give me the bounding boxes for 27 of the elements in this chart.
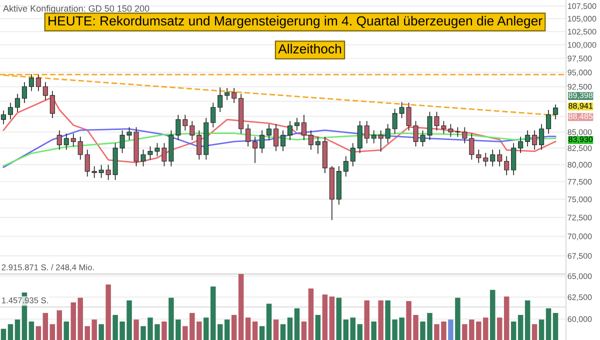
ref-line-label: 1.457.935 S. bbox=[2, 297, 48, 304]
y-tick-label: 105,000 bbox=[568, 16, 596, 23]
y-tick-label: 100,000 bbox=[568, 42, 596, 49]
y-tick-label: 62,500 bbox=[568, 294, 592, 302]
y-tick-label: 72,500 bbox=[568, 214, 592, 222]
y-tick-label: 97,500 bbox=[568, 56, 592, 62]
y-tick-label: 75,000 bbox=[568, 196, 592, 204]
y-tick-label: 67,500 bbox=[568, 253, 592, 260]
annotation: Allzeithoch bbox=[278, 44, 342, 54]
text: 89,398 bbox=[568, 92, 593, 100]
y-tick-label: 70,000 bbox=[568, 234, 592, 240]
y-tick-label: 80,000 bbox=[568, 162, 592, 169]
y-tick-label: 85,000 bbox=[568, 129, 592, 136]
annotation: HEUTE: Rekordumsatz und Margensteigerung im 4. Quartal überzeugen die Anleger bbox=[48, 16, 542, 28]
text: 88,941 bbox=[568, 102, 593, 110]
y-tick-label: 60,000 bbox=[568, 316, 592, 323]
y-tick-label: 107,500 bbox=[568, 3, 596, 10]
y-tick-label: 102,500 bbox=[568, 28, 596, 36]
text: Aktive Konfiguration: GD 50 150 200 bbox=[3, 5, 150, 14]
text: 88,485 bbox=[568, 113, 593, 120]
y-tick-label: 77,500 bbox=[568, 178, 592, 186]
y-tick-label: 82,500 bbox=[568, 145, 592, 152]
y-tick-label: 92,500 bbox=[568, 84, 592, 91]
text: 83,930 bbox=[568, 136, 593, 144]
ref-line-label: 2.915.871 S. / 248,4 Mio. bbox=[2, 264, 94, 272]
y-tick-label: 95,000 bbox=[568, 70, 592, 76]
y-tick-label: 65,000 bbox=[568, 273, 592, 280]
